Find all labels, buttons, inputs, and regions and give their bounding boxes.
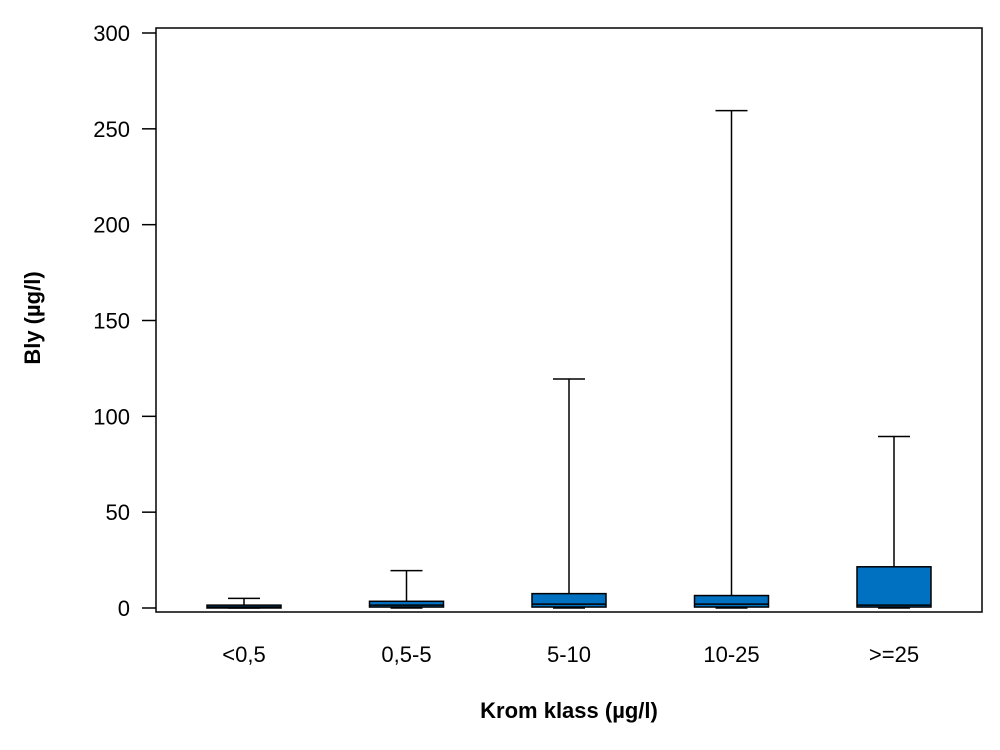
y-axis-title: Bly (µg/l): [20, 271, 45, 364]
y-axis: 0 50 100 150 200 250 300: [93, 21, 156, 621]
box: [693, 594, 770, 608]
x-tick-label: 5-10: [547, 642, 591, 667]
x-tick-label: 0,5-5: [381, 642, 431, 667]
y-tick-label: 250: [93, 117, 130, 142]
box: [856, 566, 932, 608]
y-tick-label: 100: [93, 404, 130, 429]
x-tick-label: 10-25: [703, 642, 759, 667]
x-axis: <0,5 0,5-5 5-10 10-25 >=25: [222, 642, 919, 667]
x-tick-label: >=25: [869, 642, 919, 667]
y-tick-label: 150: [93, 309, 130, 334]
y-tick-label: 0: [118, 596, 130, 621]
box: [531, 592, 607, 608]
x-tick-label: <0,5: [222, 642, 265, 667]
y-tick-label: 200: [93, 213, 130, 238]
x-axis-title: Krom klass (µg/l): [480, 698, 658, 723]
box-series: [206, 109, 932, 609]
y-tick-label: 300: [93, 21, 130, 46]
box: [368, 600, 445, 608]
y-tick-label: 50: [106, 500, 130, 525]
